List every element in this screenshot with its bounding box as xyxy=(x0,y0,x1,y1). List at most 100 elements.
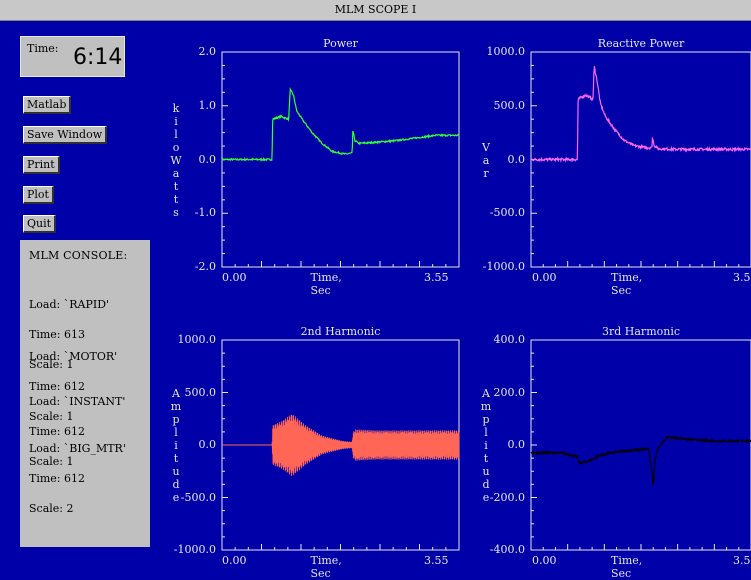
y-axis-label-letter: k xyxy=(172,101,180,115)
y-axis-label-letter: u xyxy=(172,465,180,478)
y-tick-label: 2.0 xyxy=(198,45,217,58)
y-tick-label: 1000.0 xyxy=(486,45,526,58)
plot-frame xyxy=(530,339,751,551)
x-axis-label: Time, Sec xyxy=(310,554,342,580)
y-tick-label: 0.0 xyxy=(507,438,526,451)
y-tick-label: 0.0 xyxy=(507,152,526,166)
matlab-button[interactable]: Matlab xyxy=(23,96,72,114)
console-entry: Load: `INSTANT' Time: 612 Scale: 1 xyxy=(29,377,125,487)
series-line xyxy=(530,435,751,487)
entry-time: Time: 612 xyxy=(29,380,85,393)
x-axis-label: Time, Sec xyxy=(310,271,342,297)
y-axis-label-letter: t xyxy=(173,192,179,206)
plot-canvas xyxy=(530,51,751,268)
plot-button[interactable]: Plot xyxy=(23,186,54,204)
entry-load: Load: `INSTANT' xyxy=(29,395,126,408)
y-axis-label-letter: l xyxy=(174,127,178,141)
x-axis-label: Time, Sec xyxy=(611,554,643,580)
y-axis-label-letter: t xyxy=(173,179,179,193)
y-axis-label-letter: A xyxy=(482,387,490,400)
plot-title: 2nd Harmonic xyxy=(300,325,381,338)
x-tick-label: 0.00 xyxy=(222,271,247,284)
y-axis-label-letter: t xyxy=(483,452,489,465)
plot-canvas xyxy=(221,51,460,268)
x-tick-label: 3.55 xyxy=(424,271,449,284)
y-tick-label: -1000.0 xyxy=(173,543,216,556)
plot-canvas xyxy=(530,339,751,551)
x-axis-label: Time, Sec xyxy=(611,271,643,297)
y-tick-label: 0.0 xyxy=(198,152,217,166)
y-tick-label: 500.0 xyxy=(184,385,217,399)
mlm-console: MLM CONSOLE: Load: `RAPID' Time: 613 Sca… xyxy=(20,240,150,547)
y-tick-label: -2.0 xyxy=(194,260,216,273)
entry-scale: Scale: 1 xyxy=(29,455,74,468)
y-axis-label-letter: i xyxy=(484,439,488,452)
x-tick-label: 3.5 xyxy=(733,554,751,567)
clock-panel: Time: 6:14 xyxy=(20,36,125,77)
entry-time: Time: 613 xyxy=(29,328,85,341)
series-line xyxy=(221,87,460,162)
quit-button[interactable]: Quit xyxy=(23,215,57,233)
y-axis-label-letter: p xyxy=(482,413,490,426)
clock-label: Time: xyxy=(27,42,59,55)
plot-title: Reactive Power xyxy=(597,37,685,50)
y-axis-label-letter: r xyxy=(483,166,489,180)
series-line xyxy=(222,414,460,477)
entry-scale: Scale: 2 xyxy=(29,502,74,515)
y-axis-label-letter: d xyxy=(482,478,490,491)
console-entry: Load: `BIG_MTR' Time: 612 Scale: 2 xyxy=(29,424,126,534)
y-tick-label: 0.0 xyxy=(198,438,217,451)
y-axis-label-letter: u xyxy=(482,465,490,478)
y-axis-label-letter: e xyxy=(482,491,490,504)
y-axis-label-letter: W xyxy=(170,153,182,167)
y-tick-label: -500.0 xyxy=(180,490,216,504)
y-axis-label-letter: s xyxy=(173,205,179,219)
y-axis-label-letter: a xyxy=(172,166,180,180)
y-axis-label-letter: l xyxy=(174,426,178,439)
x-tick-label: 3.55 xyxy=(424,554,449,567)
entry-time: Time: 612 xyxy=(29,425,85,438)
window-title: MLM SCOPE I xyxy=(334,3,417,16)
y-axis-label-letter: m xyxy=(170,400,182,413)
y-tick-label: -1000.0 xyxy=(482,260,525,273)
y-axis-label-letter: d xyxy=(172,478,180,491)
y-tick-label: 1.0 xyxy=(198,98,217,112)
y-axis-label-letter: t xyxy=(173,452,179,465)
entry-load: Load: `RAPID' xyxy=(29,298,110,311)
entry-scale: Scale: 1 xyxy=(29,358,74,371)
entry-load: Load: `BIG_MTR' xyxy=(29,442,126,455)
series-line xyxy=(530,66,751,164)
console-entry: Load: `MOTOR' Time: 612 Scale: 1 xyxy=(29,332,117,442)
console-entry: Load: `RAPID' Time: 613 Scale: 1 xyxy=(29,280,109,390)
y-tick-label: 400.0 xyxy=(493,333,526,346)
y-axis-label-letter: p xyxy=(172,413,180,426)
y-axis-label-letter: o xyxy=(172,140,180,154)
y-tick-label: -500.0 xyxy=(489,206,525,220)
save-window-button[interactable]: Save Window xyxy=(23,126,108,144)
y-axis-label-letter: i xyxy=(174,114,178,128)
y-axis-label-letter: l xyxy=(484,426,488,439)
plot-title: 3rd Harmonic xyxy=(601,325,681,338)
clock-value: 6:14 xyxy=(73,45,123,70)
console-title: MLM CONSOLE: xyxy=(29,249,128,262)
y-tick-label: 1000.0 xyxy=(177,333,217,346)
x-tick-label: 0.00 xyxy=(532,554,557,567)
y-tick-label: -1.0 xyxy=(194,206,216,220)
plot-title: Power xyxy=(323,37,358,50)
entry-time: Time: 612 xyxy=(29,472,85,485)
y-tick-label: 200.0 xyxy=(493,385,526,399)
x-tick-label: 0.00 xyxy=(532,271,557,284)
entry-scale: Scale: 1 xyxy=(29,410,74,423)
y-tick-label: 500.0 xyxy=(493,98,526,112)
y-axis-label-letter: e xyxy=(172,491,180,504)
y-axis-label-letter: i xyxy=(174,439,178,452)
x-tick-label: 3.5 xyxy=(733,271,751,284)
y-tick-label: -200.0 xyxy=(489,490,525,504)
plot-canvas xyxy=(221,339,460,551)
x-tick-label: 0.00 xyxy=(222,554,247,567)
y-axis-label-letter: V xyxy=(482,140,490,154)
y-axis-label-letter: A xyxy=(172,387,180,400)
y-axis-label-letter: m xyxy=(480,400,492,413)
print-button[interactable]: Print xyxy=(23,156,60,174)
y-axis-label-letter: a xyxy=(482,153,490,167)
